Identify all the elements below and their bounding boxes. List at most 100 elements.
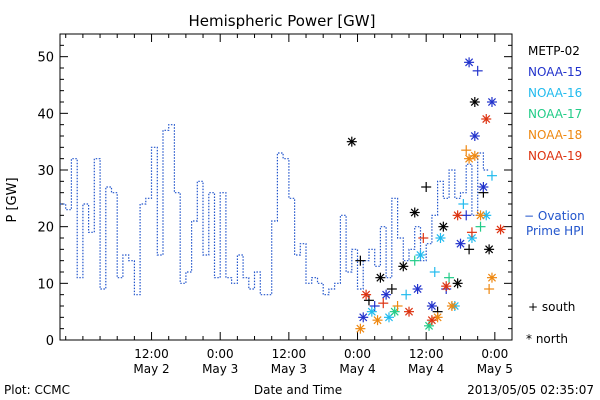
star-d2 — [404, 307, 414, 316]
star-d2 — [442, 282, 451, 291]
y-tick-label: 0 — [46, 334, 54, 349]
star-d2 — [362, 290, 371, 299]
noaa-19-north-point — [404, 306, 415, 317]
x-tick-date-label: May 4 — [339, 362, 375, 376]
noaa-18-north-point — [372, 315, 383, 326]
metp-02-north-point — [469, 97, 480, 107]
ovation-prime-hpi-line — [60, 124, 490, 296]
noaa-15-north-point — [455, 238, 466, 249]
star-d2 — [487, 97, 496, 107]
noaa-18-north-point — [355, 323, 366, 334]
noaa-18-south-point — [392, 301, 403, 311]
noaa-17-south-point — [475, 221, 486, 232]
x-tick-date-label: May 4 — [408, 362, 444, 376]
star-d2 — [470, 131, 479, 141]
star-d2 — [436, 233, 445, 243]
star-d2 — [439, 222, 448, 231]
noaa-18-north-point — [446, 301, 457, 311]
star-d2 — [467, 233, 476, 243]
y-tick-label: 40 — [37, 107, 54, 122]
metp-02-south-point — [355, 255, 366, 266]
noaa-15-north-point — [426, 301, 437, 311]
plot-border — [59, 33, 513, 341]
x-tick-time-label: 0:00 — [207, 347, 234, 361]
star-d2 — [373, 316, 382, 325]
star-d2 — [356, 324, 365, 333]
x-tick-date-label: May 5 — [477, 362, 513, 376]
plot-area — [59, 33, 513, 341]
x-tick-date-label: May 3 — [202, 362, 238, 376]
star-d2 — [367, 307, 376, 316]
star-d2 — [456, 239, 465, 248]
star-d2 — [347, 137, 356, 146]
x-tick-time-label: 0:00 — [481, 347, 508, 361]
x-axis-label: Date and Time — [254, 383, 342, 397]
noaa-16-north-point — [383, 312, 394, 323]
x-tick-date-label: May 3 — [271, 362, 307, 376]
star-d2 — [427, 301, 436, 311]
y-tick-label: 50 — [37, 51, 54, 66]
metp-02-north-point — [409, 207, 420, 218]
star-d2 — [479, 182, 488, 192]
noaa-15-north-point — [381, 289, 392, 300]
noaa-18-north-point — [475, 210, 486, 221]
star-d2 — [470, 97, 479, 107]
legend-entry-noaa-16: NOAA-16 — [528, 86, 582, 100]
star-d2 — [410, 208, 419, 217]
legend-north-marker: * north — [526, 332, 568, 346]
noaa-15-north-point — [412, 284, 423, 294]
noaa-15-south-point — [472, 65, 483, 76]
noaa-16-south-point — [429, 267, 440, 277]
noaa-19-south-point — [418, 233, 429, 243]
metp-02-north-point — [484, 244, 495, 255]
metp-02-south-point — [386, 284, 397, 294]
noaa-19-south-point — [378, 298, 389, 309]
star-d2 — [413, 284, 422, 294]
star-d2 — [416, 250, 425, 260]
noaa-19-south-point — [466, 227, 477, 238]
legend-entry-noaa-19: NOAA-19 — [528, 149, 582, 163]
metp-02-north-point — [438, 221, 449, 232]
noaa-17-north-point — [389, 306, 400, 317]
star-d2 — [453, 211, 462, 220]
plot-timestamp: 2013/05/05 02:35:07 — [467, 383, 594, 397]
noaa-19-north-point — [481, 114, 492, 124]
y-axis: 0 10 20 30 40 50 — [37, 33, 512, 349]
ovation-step-path — [60, 124, 490, 296]
star-d2 — [359, 313, 368, 322]
plot-credit: Plot: CCMC — [4, 383, 70, 397]
noaa-16-south-point — [458, 199, 469, 209]
star-d2 — [482, 211, 491, 220]
y-tick-label: 30 — [37, 164, 54, 179]
legend-ovation-line1: − Ovation — [524, 209, 585, 223]
star-d2 — [487, 273, 496, 282]
y-axis-label: P [GW] — [5, 177, 20, 222]
star-d2 — [447, 301, 456, 311]
noaa-17-south-point — [444, 272, 455, 283]
metp-02-south-point — [421, 182, 432, 192]
star-d2 — [453, 279, 462, 288]
noaa-15-north-point — [486, 97, 497, 107]
star-d2 — [482, 114, 491, 124]
legend-entry-noaa-17: NOAA-17 — [528, 107, 582, 121]
legend: METP-02 NOAA-15 NOAA-16 NOAA-17 NOAA-18 NOAA-… — [524, 44, 585, 346]
star-d2 — [496, 225, 505, 234]
noaa-19-north-point — [426, 315, 437, 326]
noaa-19-north-point — [452, 210, 463, 221]
star-d2 — [399, 262, 408, 271]
noaa-15-north-point — [469, 131, 480, 141]
noaa-19-north-point — [495, 224, 506, 235]
metp-02-north-point — [398, 261, 409, 272]
legend-entry-noaa-15: NOAA-15 — [528, 65, 582, 79]
star-d2 — [465, 58, 474, 67]
noaa-16-south-point — [486, 170, 497, 181]
y-tick-label: 10 — [37, 277, 54, 292]
chart-title: Hemispheric Power [GW] — [189, 12, 376, 30]
noaa-15-south-point — [461, 210, 472, 221]
noaa-18-north-point — [486, 272, 497, 283]
star-d2 — [376, 273, 385, 282]
star-d2 — [476, 211, 485, 220]
noaa-18-south-point — [484, 284, 495, 294]
